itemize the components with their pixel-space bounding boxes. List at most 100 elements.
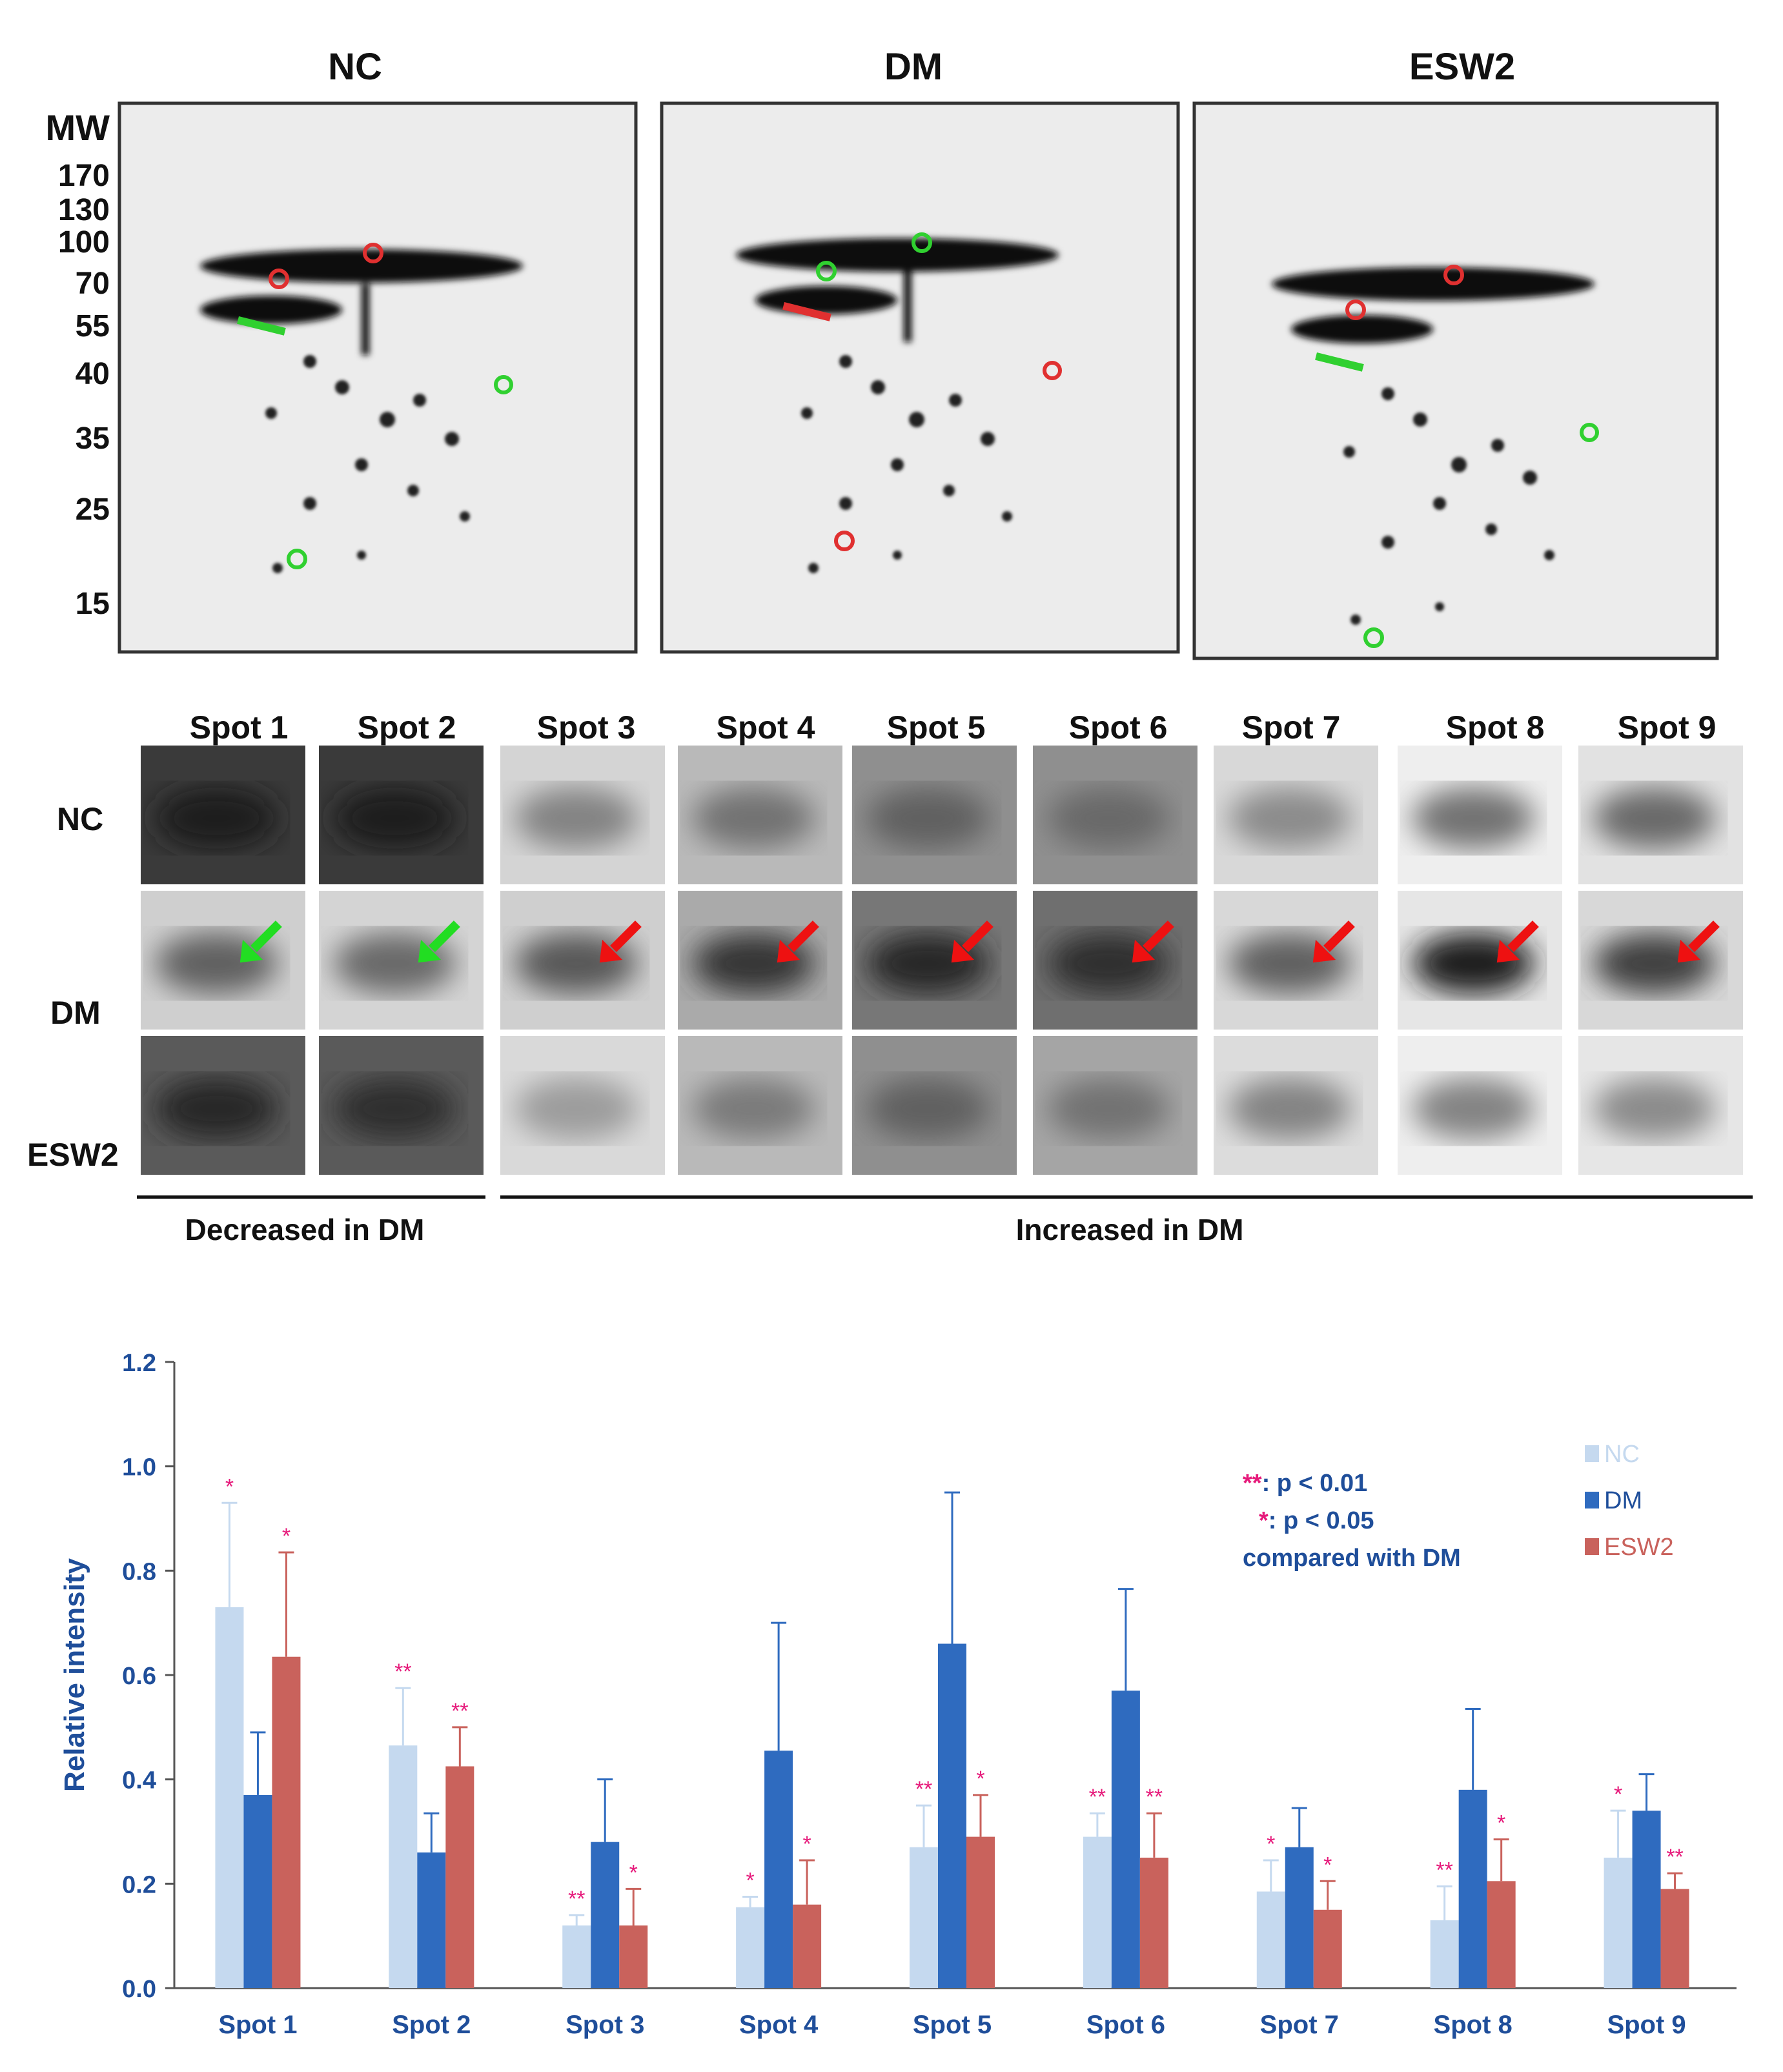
protein-spot [866, 787, 990, 849]
red-arrow-icon [1132, 920, 1174, 963]
protein-spot [866, 1077, 990, 1140]
x-tick-label: Spot 3 [565, 2011, 644, 2039]
y-tick-label: 0.0 [122, 1976, 156, 2003]
significance-mark: * [1323, 1853, 1332, 1877]
gel-dm [660, 101, 1180, 654]
row-label-nc: NC [57, 801, 104, 837]
significance-mark: ** [1666, 1845, 1683, 1869]
protein-spot [1412, 787, 1535, 849]
spot-title-9: Spot 9 [1617, 709, 1717, 746]
legend-swatch [1585, 1492, 1599, 1508]
y-tick-label: 0.6 [122, 1663, 156, 1690]
red-arrow-icon [951, 920, 993, 963]
bar-esw2 [793, 1904, 822, 1988]
protein-spot [1228, 787, 1351, 849]
row-label-dm: DM [50, 995, 101, 1031]
gel-nc [117, 101, 638, 654]
gel-images [117, 101, 1719, 660]
protein-spot [155, 1077, 278, 1140]
spot-title-6: Spot 6 [1068, 709, 1168, 746]
protein-spot [1047, 1077, 1170, 1140]
y-tick-label: 0.2 [122, 1871, 156, 1898]
mw-axis-title: MW [45, 107, 110, 148]
bar-nc [1083, 1836, 1112, 1988]
row-label-esw2: ESW2 [27, 1137, 119, 1173]
mw-tick: 35 [75, 422, 110, 456]
gel-title-nc: NC [328, 46, 382, 88]
annotation-p001: **: p < 0.01 [1243, 1470, 1367, 1497]
spot-title-2: Spot 2 [357, 709, 456, 746]
y-tick-label: 1.2 [122, 1350, 156, 1377]
significance-mark: * [1497, 1811, 1505, 1836]
protein-spot [333, 1077, 456, 1140]
spot-title-5: Spot 5 [886, 709, 986, 746]
spot-title-8: Spot 8 [1445, 709, 1545, 746]
significance-mark: ** [915, 1777, 932, 1802]
significance-mark: * [225, 1474, 234, 1499]
significance-mark: * [1614, 1782, 1622, 1807]
protein-spot [515, 787, 638, 849]
x-tick-label: Spot 6 [1086, 2011, 1165, 2039]
y-tick-label: 0.8 [122, 1558, 156, 1585]
spot-title-1: Spot 1 [189, 709, 289, 746]
bar-nc [1256, 1891, 1285, 1988]
decreased-bracket-line [137, 1195, 485, 1199]
green-arrow-icon [418, 920, 460, 963]
protein-spot [515, 1077, 638, 1140]
bar-dm [1285, 1847, 1314, 1988]
x-tick-label: Spot 1 [218, 2011, 297, 2039]
bar-chart: 0.0 0.2 0.4 0.6 0.8 1.0 1.2 Relative intensity *… [59, 1350, 1737, 2039]
bar-esw2 [1139, 1857, 1168, 1988]
significance-mark: ** [1089, 1785, 1106, 1809]
red-arrow-icon [777, 920, 819, 963]
significance-mark: ** [394, 1660, 411, 1684]
gel-esw2 [1192, 101, 1719, 660]
spot-title-4: Spot 4 [716, 709, 815, 746]
protein-spot [692, 1077, 815, 1140]
mw-tick: 40 [75, 357, 110, 391]
mw-tick: 25 [75, 493, 110, 527]
protein-spot [1047, 787, 1170, 849]
red-arrow-icon [1312, 920, 1355, 963]
bar-nc [562, 1925, 591, 1988]
bar-dm [1632, 1811, 1661, 1988]
bar-nc [1604, 1857, 1633, 1988]
bar-dm [764, 1751, 793, 1988]
red-arrow-icon [599, 920, 642, 963]
spot-title-3: Spot 3 [536, 709, 636, 746]
annotation-p005: *: p < 0.05 [1259, 1507, 1374, 1534]
significance-mark: * [629, 1860, 638, 1885]
bar-dm [1111, 1691, 1140, 1988]
mw-tick: 130 [57, 193, 110, 227]
mw-tick: 170 [57, 159, 110, 193]
protein-spot [1593, 1077, 1716, 1140]
mw-tick: 100 [57, 225, 110, 259]
x-tick-label: Spot 8 [1434, 2011, 1513, 2039]
red-arrow-icon [1677, 920, 1720, 963]
green-arrow-icon [239, 920, 282, 963]
protein-spot [692, 787, 815, 849]
bar-dm [591, 1842, 620, 1988]
bar-esw2 [272, 1656, 301, 1988]
bar-dm [938, 1643, 966, 1988]
bar-nc [910, 1847, 938, 1988]
protein-spot [1228, 1077, 1351, 1140]
bar-esw2 [445, 1766, 474, 1988]
gel-title-dm: DM [884, 46, 943, 88]
protein-spot [333, 787, 456, 849]
bar-nc [215, 1607, 244, 1988]
increased-bracket-line [500, 1195, 1753, 1199]
bar-esw2 [619, 1925, 648, 1988]
significance-mark: * [746, 1869, 754, 1893]
bar-nc [1430, 1920, 1459, 1988]
mw-tick: 70 [75, 267, 110, 301]
x-tick-label: Spot 7 [1260, 2011, 1339, 2039]
bar-esw2 [966, 1836, 995, 1988]
decreased-label: Decreased in DM [185, 1213, 425, 1246]
bar-esw2 [1660, 1889, 1689, 1988]
x-tick-label: Spot 9 [1607, 2011, 1686, 2039]
mw-tick: 55 [75, 309, 110, 343]
legend-label: NC [1604, 1441, 1640, 1468]
bar-esw2 [1487, 1881, 1516, 1988]
increased-label: Increased in DM [1015, 1213, 1244, 1246]
